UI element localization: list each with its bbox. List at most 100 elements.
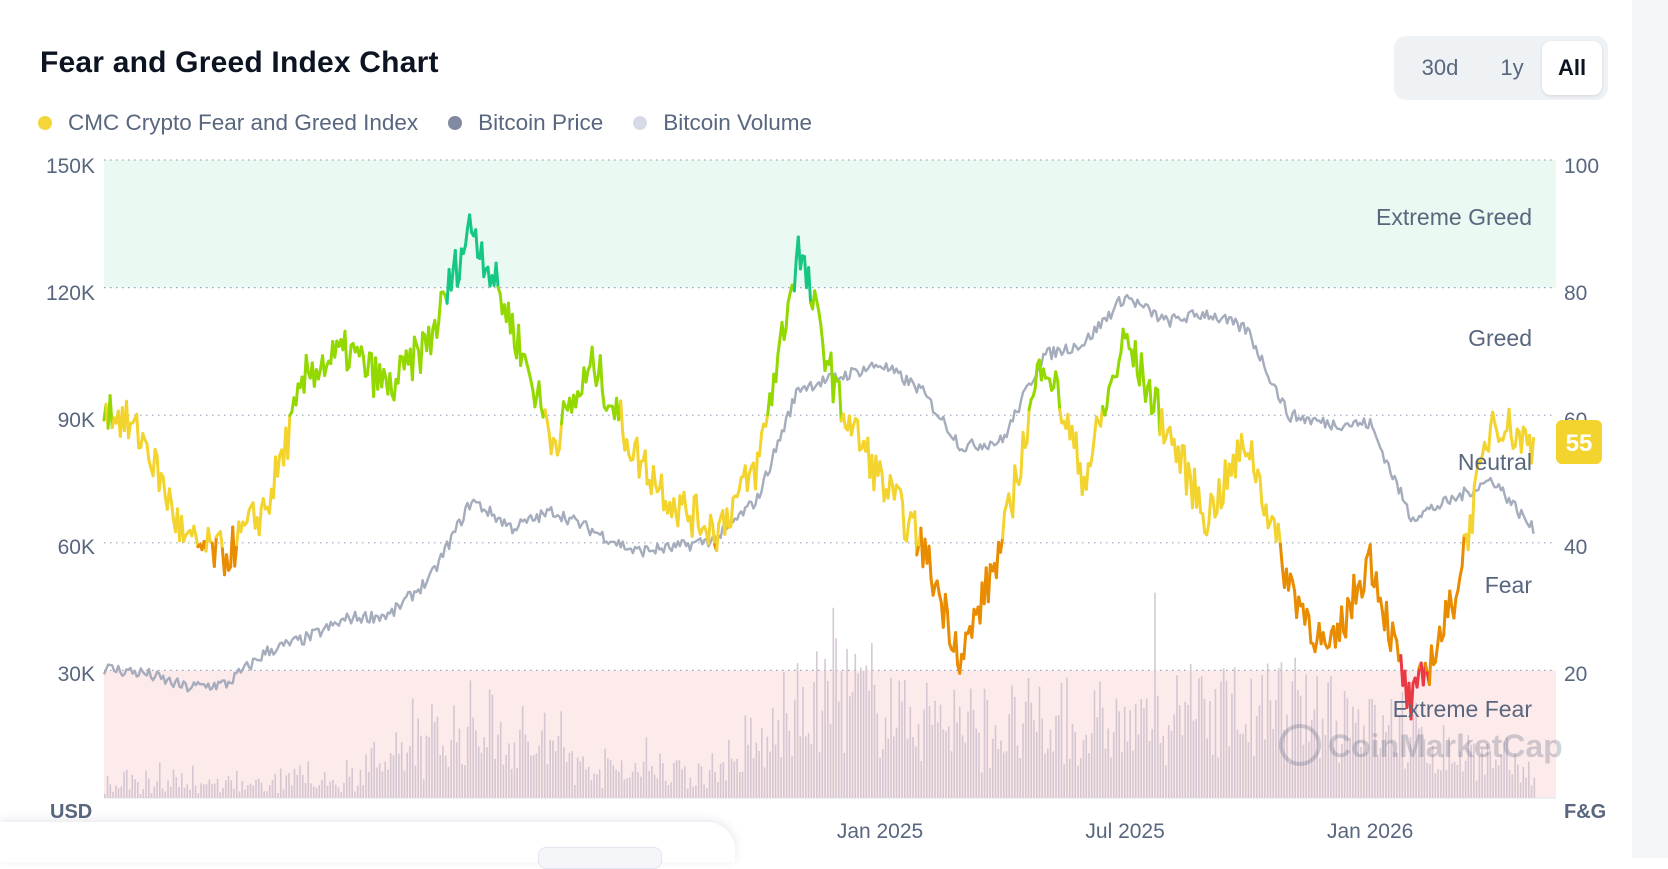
volume-bar: [1094, 690, 1096, 798]
volume-bar: [481, 753, 483, 798]
fear-greed-segment: [964, 633, 966, 659]
volume-bar: [145, 771, 147, 798]
volume-bar: [731, 759, 733, 798]
volume-bar: [692, 787, 694, 798]
volume-bar: [1096, 717, 1098, 798]
volume-bar: [448, 767, 450, 798]
fear-greed-segment: [1393, 623, 1395, 635]
volume-bar: [467, 727, 469, 798]
watermark-text: CoinMarketCap: [1328, 728, 1563, 764]
fear-greed-segment: [621, 401, 623, 432]
fear-greed-segment: [1027, 410, 1029, 443]
volume-bar: [1525, 778, 1527, 798]
fear-greed-segment: [169, 489, 171, 502]
volume-bar: [431, 704, 433, 798]
volume-bar: [1253, 756, 1255, 798]
volume-bar: [296, 775, 298, 798]
volume-bar: [167, 780, 169, 798]
volume-bar: [1105, 749, 1107, 798]
volume-bar: [811, 744, 813, 798]
volume-bar: [676, 760, 678, 798]
volume-bar: [184, 788, 186, 798]
volume-bar: [887, 739, 889, 798]
volume-bar: [1047, 749, 1049, 798]
volume-bar: [1036, 732, 1038, 798]
volume-bar: [1121, 752, 1123, 798]
volume-bar: [830, 724, 832, 798]
volume-bar: [277, 793, 279, 798]
volume-bar: [439, 755, 441, 798]
fear-greed-segment: [220, 532, 222, 549]
volume-bar: [789, 731, 791, 798]
volume-bar: [230, 780, 232, 798]
volume-bar: [274, 774, 276, 798]
volume-bar: [728, 740, 730, 798]
volume-bar: [1003, 752, 1005, 798]
volume-bar: [871, 643, 873, 798]
fear-greed-segment: [972, 609, 974, 637]
volume-bar: [1132, 751, 1134, 798]
volume-bar: [464, 765, 466, 798]
volume-bar: [170, 787, 172, 798]
fear-greed-segment: [713, 524, 715, 545]
fear-greed-segment: [653, 467, 655, 485]
volume-bar: [747, 745, 749, 798]
volume-bar: [211, 784, 213, 798]
volume-bar: [1151, 729, 1153, 798]
volume-bar: [541, 730, 543, 798]
fear-greed-segment: [394, 379, 396, 400]
volume-bar: [574, 785, 576, 798]
volume-bar: [483, 737, 485, 798]
volume-bar: [1085, 735, 1087, 798]
volume-bar: [1256, 716, 1258, 798]
fear-greed-segment: [1323, 633, 1325, 644]
fear-greed-segment: [153, 449, 155, 475]
volume-bar: [959, 707, 961, 798]
volume-bar: [1325, 735, 1327, 798]
volume-bar: [1039, 687, 1041, 798]
fear-greed-segment: [1489, 426, 1491, 451]
volume-bar: [1289, 763, 1291, 798]
volume-bar: [1476, 781, 1478, 798]
fear-greed-segment: [439, 292, 441, 320]
volume-bar: [1154, 593, 1156, 798]
volume-bar: [461, 764, 463, 798]
volume-bar: [318, 785, 320, 798]
volume-bar: [1080, 758, 1082, 798]
fear-greed-segment: [1376, 573, 1378, 602]
fear-greed-segment: [551, 439, 553, 454]
volume-bar: [107, 776, 109, 798]
volume-bar: [1088, 753, 1090, 798]
volume-bar: [137, 782, 139, 798]
volume-bar: [118, 788, 120, 798]
fear-greed-segment: [880, 462, 882, 475]
volume-bar: [1149, 741, 1151, 798]
volume-bar: [1176, 675, 1178, 798]
fear-greed-segment: [1219, 480, 1221, 508]
volume-bar: [305, 783, 307, 798]
volume-bar: [1165, 765, 1167, 798]
volume-bar: [1052, 752, 1054, 798]
volume-bar: [764, 767, 766, 798]
fear-greed-segment: [1001, 538, 1003, 552]
volume-bar: [516, 768, 518, 798]
volume-bar: [497, 734, 499, 798]
volume-bar: [808, 733, 810, 798]
fear-greed-segment: [917, 545, 919, 555]
fear-greed-segment: [786, 303, 788, 328]
fear-greed-segment: [788, 293, 790, 303]
volume-bar: [428, 737, 430, 798]
fear-greed-segment: [1364, 559, 1366, 590]
fear-greed-segment: [1117, 361, 1119, 376]
volume-bar: [1077, 766, 1079, 798]
volume-bar: [918, 724, 920, 798]
fear-greed-segment: [696, 495, 698, 526]
fear-greed-segment: [809, 268, 811, 303]
fear-greed-segment: [602, 390, 604, 407]
fear-greed-segment: [1162, 410, 1164, 443]
volume-bar: [214, 784, 216, 798]
fear-greed-segment: [778, 338, 780, 354]
volume-bar: [164, 792, 166, 798]
fear-greed-segment: [1203, 514, 1205, 533]
